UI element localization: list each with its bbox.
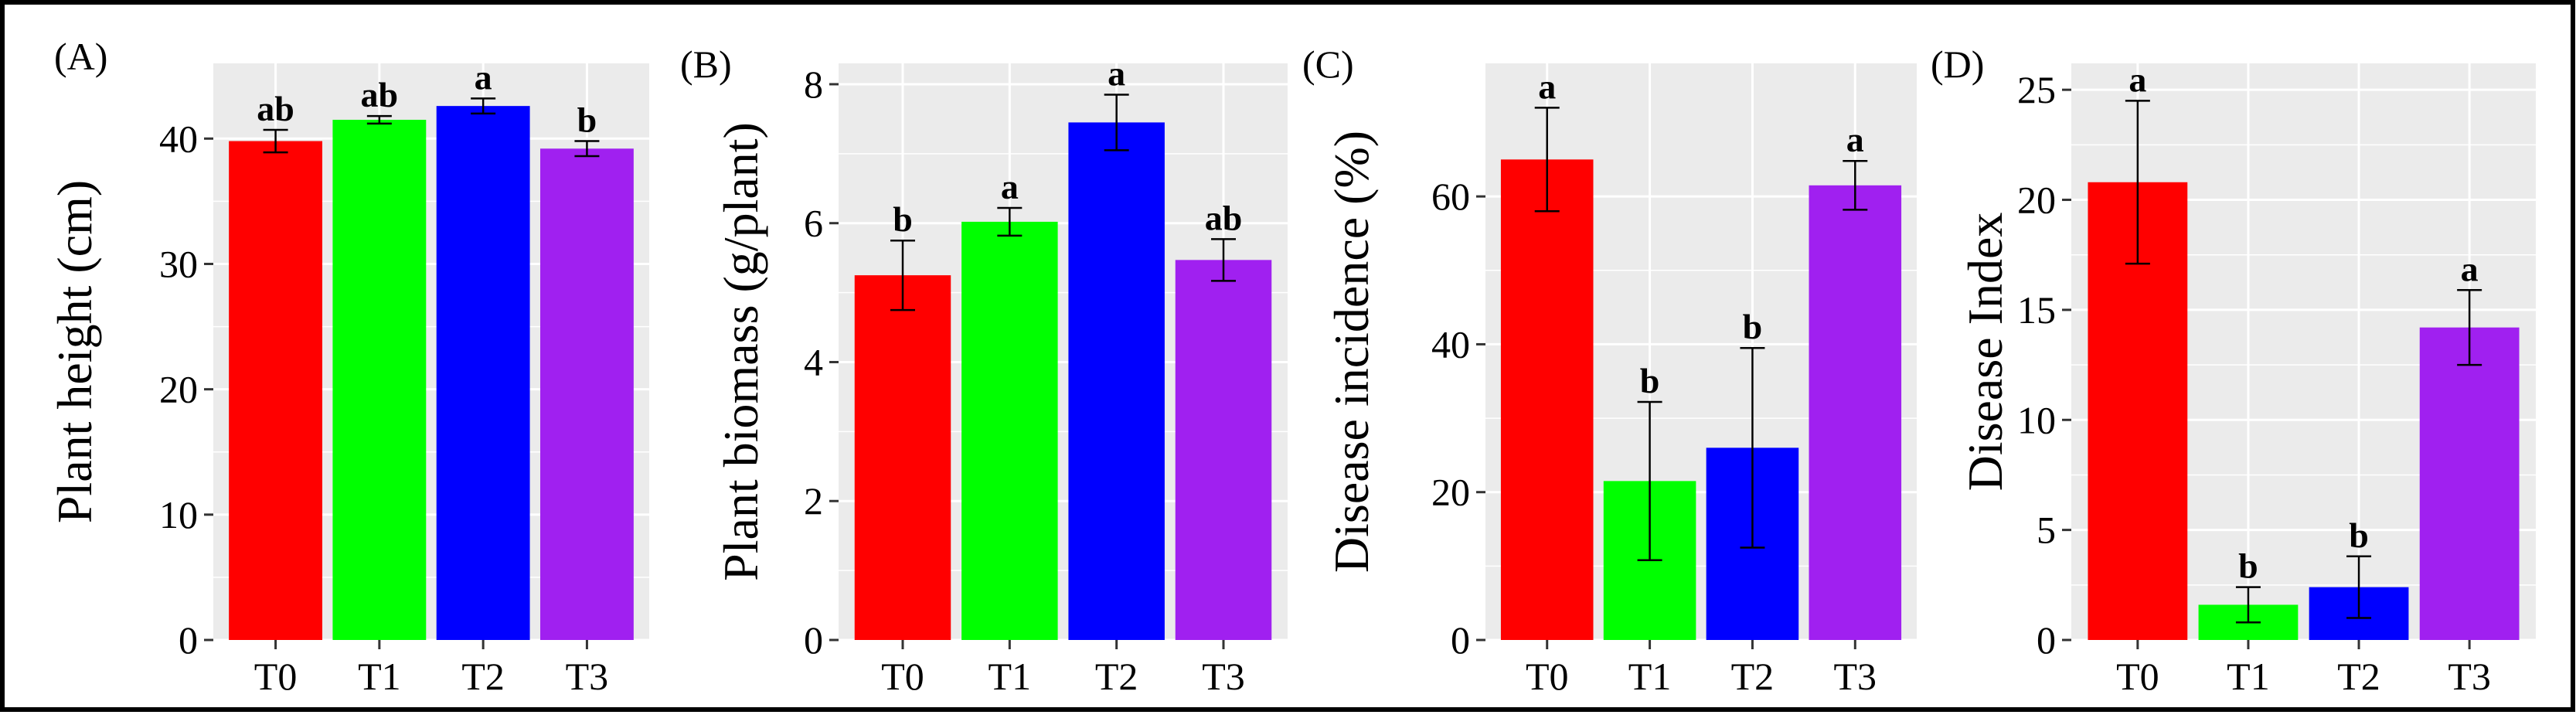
panel-a-y-tick-label: 30 <box>159 242 198 285</box>
panel-b-y-tick-label: 4 <box>804 340 823 383</box>
panel-a-bar-t0 <box>229 141 322 640</box>
panel-d-y-tick-label: 0 <box>2037 618 2056 662</box>
panel-c-label: (C) <box>1302 43 1354 86</box>
panel-b-y-tick-label: 8 <box>804 63 823 106</box>
panel-a-significance-letter-t0: ab <box>257 89 294 128</box>
panel-c-bar-t0 <box>1500 159 1594 641</box>
panel-a-bar-t3 <box>540 148 634 640</box>
panel-a-y-tick-label: 20 <box>159 368 198 411</box>
panel-b-x-tick-label-t0: T0 <box>881 655 924 698</box>
panel-d-significance-letter-t0: a <box>2129 60 2146 99</box>
panel-b-significance-letter-t3: ab <box>1205 198 1243 237</box>
panel-b-x-tick-label-t2: T2 <box>1095 655 1138 698</box>
panel-b-y-tick-label: 2 <box>804 479 823 522</box>
panel-a-x-tick-label-t1: T1 <box>358 655 401 698</box>
panel-d-label: (D) <box>1931 43 1984 86</box>
panel-c-significance-letter-t3: a <box>1846 120 1864 159</box>
panel-c-y-tick-label: 60 <box>1431 175 1470 218</box>
panel-c-significance-letter-t1: b <box>1640 361 1660 400</box>
panel-c-x-tick-label-t1: T1 <box>1628 655 1672 698</box>
panel-d-significance-letter-t3: a <box>2461 249 2479 288</box>
panel-d-y-tick-label: 25 <box>2017 68 2056 111</box>
panel-a-y-tick-label: 10 <box>159 493 198 536</box>
panel-b-y-tick-label: 6 <box>804 202 823 245</box>
panel-d-y-tick-label: 20 <box>2017 179 2056 222</box>
panel-d-y-axis-title: Disease Index <box>1958 213 2013 492</box>
panel-d-y-tick-label: 5 <box>2037 509 2056 552</box>
panel-d-x-tick-label-t3: T3 <box>2448 655 2491 698</box>
panel-b-bar-t1 <box>961 221 1058 640</box>
panel-c-significance-letter-t2: b <box>1743 307 1763 346</box>
panel-d-bar-t3 <box>2419 327 2520 640</box>
panel-a-x-tick-label-t3: T3 <box>566 655 609 698</box>
panel-d-x-tick-label-t1: T1 <box>2227 655 2270 698</box>
panel-b-y-axis-title: Plant biomass (g/plant) <box>713 122 768 581</box>
panel-b-label: (B) <box>680 43 732 86</box>
panel-a-label: (A) <box>54 35 107 78</box>
panel-d-x-tick-label-t0: T0 <box>2116 655 2159 698</box>
panel-b-bar-t2 <box>1068 122 1165 640</box>
panel-a-significance-letter-t2: a <box>475 57 492 97</box>
panel-b-bar-t3 <box>1175 260 1272 640</box>
panel-a-y-tick-label: 40 <box>159 117 198 160</box>
panel-a-bar-t1 <box>332 119 427 640</box>
panel-b-bar-t0 <box>854 275 951 640</box>
panel-d-significance-letter-t1: b <box>2238 546 2258 586</box>
panel-a-significance-letter-t3: b <box>577 100 597 140</box>
panel-c-significance-letter-t0: a <box>1538 66 1556 106</box>
panel-a-bar-t2 <box>436 106 530 640</box>
panel-a-x-tick-label-t0: T0 <box>254 655 298 698</box>
panel-b-significance-letter-t2: a <box>1108 53 1125 93</box>
panel-b-x-tick-label-t1: T1 <box>989 655 1032 698</box>
panel-a-y-tick-label: 0 <box>179 618 198 662</box>
panel-c-y-tick-label: 40 <box>1431 322 1470 366</box>
panel-c-x-tick-label-t3: T3 <box>1834 655 1877 698</box>
panel-c-bar-t3 <box>1809 185 1902 641</box>
panel-c-y-tick-label: 0 <box>1451 618 1470 662</box>
panel-c-x-tick-label-t2: T2 <box>1731 655 1775 698</box>
panel-a-significance-letter-t1: ab <box>361 75 399 114</box>
panel-a-y-axis-title: Plant height (cm) <box>47 180 102 523</box>
panel-c-y-axis-title: Disease incidence (%) <box>1324 131 1379 573</box>
panel-d-y-tick-label: 15 <box>2017 288 2056 332</box>
panel-d-y-tick-label: 10 <box>2017 398 2056 441</box>
panel-b-significance-letter-t1: a <box>1001 167 1019 206</box>
panel-b-x-tick-label-t3: T3 <box>1202 655 1245 698</box>
panel-b-significance-letter-t0: b <box>893 199 913 239</box>
panel-c-x-tick-label-t0: T0 <box>1526 655 1569 698</box>
panel-d-x-tick-label-t2: T2 <box>2337 655 2380 698</box>
panel-a-x-tick-label-t2: T2 <box>461 655 505 698</box>
panel-b-y-tick-label: 0 <box>804 618 823 662</box>
panel-d-significance-letter-t2: b <box>2349 516 2369 555</box>
panel-c-y-tick-label: 20 <box>1431 471 1470 514</box>
